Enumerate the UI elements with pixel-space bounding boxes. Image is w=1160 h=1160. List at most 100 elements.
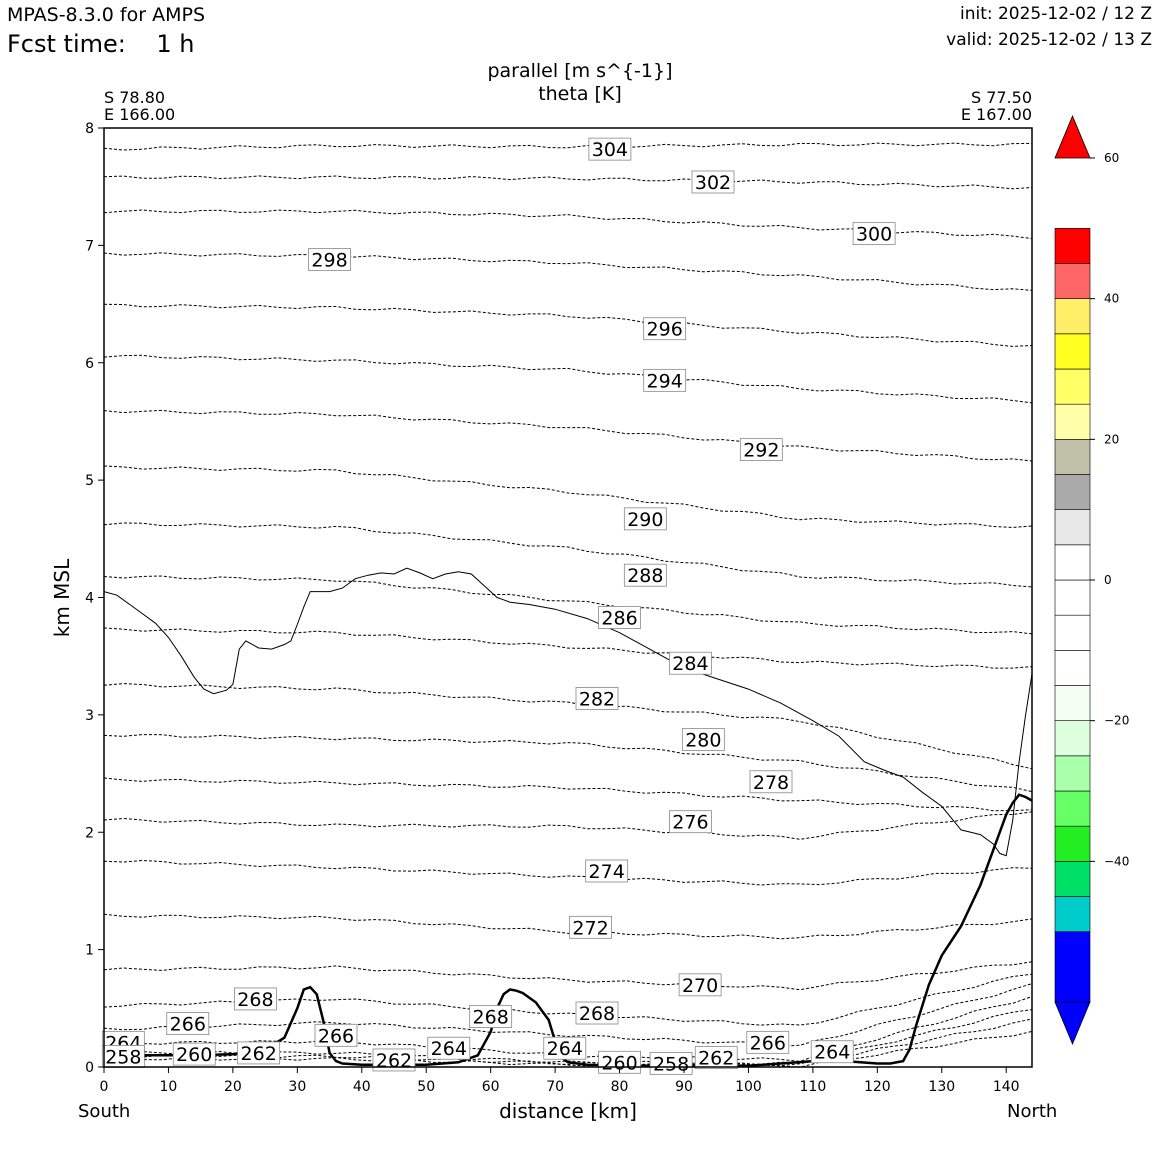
x-tick-label: 100 — [735, 1079, 762, 1095]
x-tick-label: 60 — [482, 1079, 500, 1095]
colorbar-tick: 20 — [1090, 432, 1119, 446]
theta-label-286: 286 — [598, 606, 641, 629]
y-tick-8: 8 — [85, 121, 104, 137]
wind-zero-contour-layer — [103, 567, 1033, 857]
y-tick-2: 2 — [85, 825, 104, 841]
x-axis-label: distance [km] — [499, 1099, 637, 1123]
x-tick-label: 140 — [993, 1079, 1020, 1095]
theta-label-260: 260 — [598, 1050, 641, 1074]
theta-contour-302 — [103, 175, 1033, 190]
theta-label-text: 284 — [672, 653, 708, 675]
x-tick-120: 120 — [864, 1067, 891, 1095]
x-tick-label: 10 — [160, 1079, 178, 1095]
colorbar-tick: −40 — [1090, 854, 1129, 868]
theta-label-text: 262 — [376, 1050, 412, 1072]
theta-label-280: 280 — [681, 728, 725, 752]
theta-label-text: 302 — [695, 172, 731, 194]
x-tick-label: 120 — [864, 1079, 891, 1095]
theta-label-text: 268 — [473, 1007, 509, 1029]
theta-label-text: 272 — [572, 917, 608, 939]
colorbar-segment — [1054, 298, 1091, 335]
theta-label-262: 262 — [372, 1048, 416, 1072]
theta-label-282: 282 — [575, 687, 619, 710]
theta-label-264: 264 — [810, 1040, 854, 1064]
colorbar-segment — [1054, 720, 1091, 757]
colorbar-segment — [1054, 544, 1091, 581]
y-tick-4: 4 — [85, 591, 104, 607]
x-tick-30: 30 — [288, 1067, 306, 1095]
x-tick-130: 130 — [928, 1067, 955, 1095]
y-tick-label: 5 — [85, 473, 94, 489]
y-tick-label: 6 — [85, 356, 94, 372]
theta-label-text: 258 — [105, 1046, 141, 1068]
x-tick-label: 20 — [224, 1079, 242, 1095]
colorbar-segment — [1054, 228, 1091, 264]
theta-label-262: 262 — [694, 1046, 738, 1070]
theta-label-text: 300 — [856, 224, 892, 246]
theta-label-284: 284 — [669, 651, 712, 675]
theta-label-text: 260 — [176, 1044, 212, 1066]
theta-label-272: 272 — [569, 915, 612, 939]
x-tick-label: 0 — [100, 1079, 109, 1095]
colorbar-tick: 40 — [1090, 292, 1119, 306]
terrain-layer — [104, 793, 1033, 1068]
theta-label-text: 296 — [647, 319, 683, 341]
theta-contour-276 — [103, 811, 1033, 840]
colorbar-tick-label: −40 — [1104, 854, 1129, 868]
valid-time: valid: 2025-12-02 / 13 Z — [946, 30, 1152, 50]
colorbar-segment — [1054, 825, 1091, 862]
colorbar: 60 40 20 0 −20 −40 — [1054, 114, 1129, 1046]
theta-label-text: 282 — [579, 688, 615, 710]
colorbar-segment — [1054, 896, 1091, 932]
colorbar-tick: 0 — [1090, 573, 1112, 587]
theta-label-298: 298 — [308, 248, 351, 271]
colorbar-tick-label: 40 — [1104, 292, 1119, 306]
colorbar-tick-label: −20 — [1104, 714, 1129, 728]
theta-label-296: 296 — [643, 317, 687, 341]
theta-label-292: 292 — [739, 438, 783, 462]
theta-contour-282 — [103, 683, 1033, 770]
y-tick-label: 7 — [85, 238, 94, 254]
colorbar-extend-high — [1054, 114, 1091, 159]
south-end-label: South — [78, 1101, 131, 1122]
theta-label-262: 262 — [237, 1041, 281, 1065]
y-tick-3: 3 — [85, 708, 104, 724]
theta-label-276: 276 — [669, 810, 712, 834]
theta-contour-290 — [103, 465, 1033, 528]
theta-contour-288 — [103, 522, 1033, 588]
theta-label-266: 266 — [314, 1023, 358, 1047]
theta-label-text: 288 — [627, 565, 663, 587]
y-tick-1: 1 — [85, 943, 104, 959]
plot-title-theta: theta [K] — [538, 83, 622, 105]
theta-label-text: 266 — [318, 1025, 354, 1047]
theta-label-text: 278 — [753, 772, 789, 794]
theta-contour-280 — [103, 734, 1033, 793]
wind-zero-contour — [103, 567, 1033, 857]
theta-label-text: 264 — [547, 1038, 583, 1060]
theta-label-text: 258 — [653, 1053, 689, 1075]
start-lon: E 166.00 — [104, 105, 176, 124]
theta-label-text: 270 — [682, 975, 718, 997]
colorbar-segment — [1054, 755, 1091, 792]
theta-label-274: 274 — [585, 859, 629, 883]
theta-label-264: 264 — [543, 1036, 587, 1060]
plot-frame — [103, 127, 1033, 1068]
y-tick-label: 4 — [85, 591, 94, 607]
theta-label-264: 264 — [427, 1036, 471, 1060]
x-tick-label: 30 — [288, 1079, 306, 1095]
theta-contour-278 — [103, 777, 1033, 812]
y-tick-5: 5 — [85, 473, 104, 489]
colorbar-segment — [1054, 509, 1091, 546]
theta-label-text: 264 — [431, 1038, 467, 1060]
x-tick-label: 40 — [353, 1079, 371, 1095]
x-tick-0: 0 — [100, 1067, 109, 1095]
x-tick-10: 10 — [160, 1067, 178, 1095]
y-tick-label: 1 — [85, 943, 94, 959]
theta-label-302: 302 — [691, 170, 735, 194]
theta-label-288: 288 — [623, 563, 667, 587]
theta-label-text: 290 — [627, 509, 663, 531]
theta-label-258: 258 — [101, 1045, 145, 1068]
colorbar-tick-label: 20 — [1104, 432, 1119, 446]
theta-label-text: 292 — [743, 440, 779, 462]
